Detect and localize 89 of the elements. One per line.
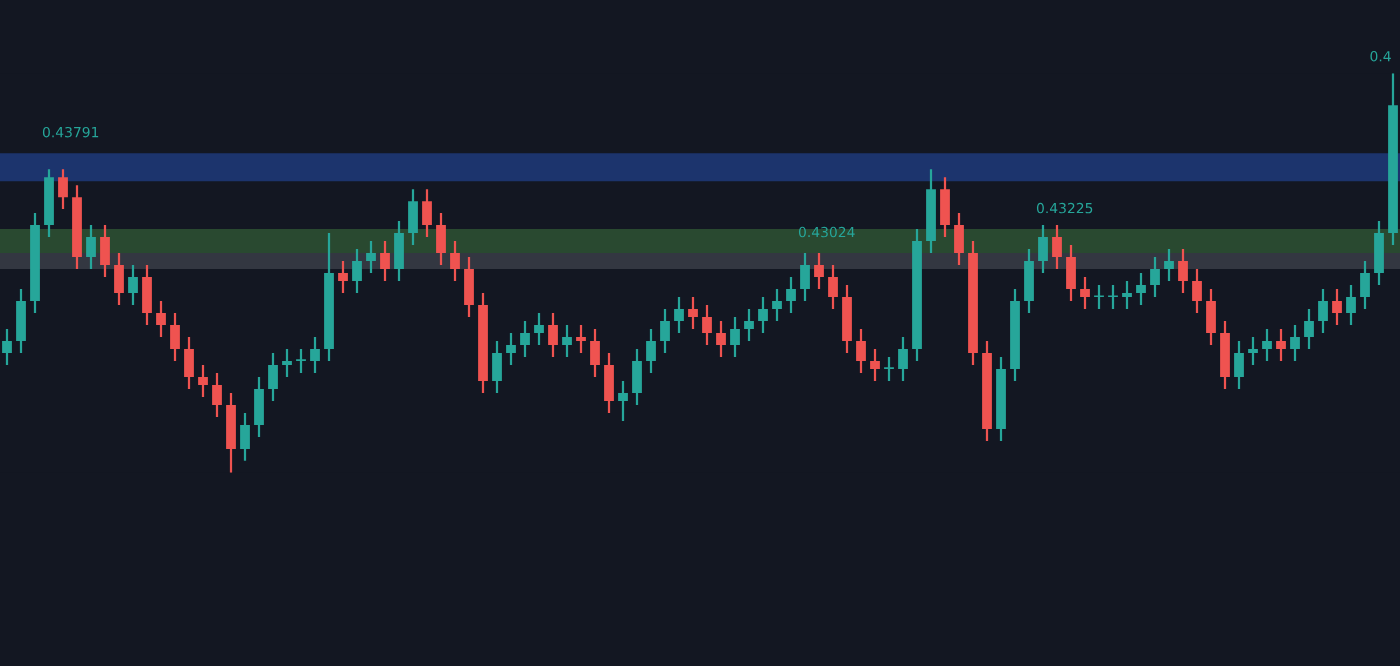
candlestick: [394, 220, 404, 283]
candlestick: [1122, 279, 1132, 311]
candlestick: [548, 311, 558, 359]
candlestick: [450, 239, 460, 283]
candlestick: [100, 224, 110, 279]
candlestick: [632, 347, 642, 407]
candlestick: [1304, 307, 1314, 351]
candlestick: [940, 176, 950, 239]
candlestick: [198, 363, 208, 399]
candlestick: [170, 311, 180, 363]
candlestick: [618, 379, 628, 423]
candlestick: [492, 339, 502, 395]
candlestick: [674, 295, 684, 335]
candlestick: [86, 224, 96, 271]
candlestick: [184, 335, 194, 391]
candlestick: [884, 355, 894, 383]
candlestick: [2, 327, 12, 367]
candlestick: [786, 275, 796, 315]
candlestick: [128, 263, 138, 307]
candlestick: [744, 307, 754, 343]
candlestick: [1080, 275, 1090, 311]
candlestick: [870, 347, 880, 383]
candlestick: [1206, 287, 1216, 347]
candlestick: [716, 319, 726, 359]
candlestick: [1024, 247, 1034, 315]
candlestick: [646, 327, 656, 375]
candlestick: [772, 287, 782, 323]
candlestick: [1360, 259, 1370, 311]
candlestick: [1052, 224, 1062, 271]
candlestick: [1220, 319, 1230, 391]
candlestick: [828, 263, 838, 311]
candlestick: [464, 255, 474, 319]
candlestick: [1234, 339, 1244, 391]
candlestick: [856, 327, 866, 375]
candlestick: [1108, 283, 1118, 311]
candlestick: [254, 375, 264, 439]
candlestick: [1318, 287, 1328, 335]
candlestick: [422, 188, 432, 239]
candlestick: [1290, 323, 1300, 363]
candlestick: [576, 323, 586, 355]
candlestick: [534, 311, 544, 347]
candlestick: [1332, 287, 1342, 327]
candlestick: [16, 287, 26, 355]
candlestick: [156, 299, 166, 339]
candlestick: [590, 327, 600, 379]
candlestick: [268, 351, 278, 403]
candlestick: [1192, 267, 1202, 315]
candlestick: [688, 295, 698, 331]
candlestick: [1374, 220, 1384, 287]
candlestick: [1150, 255, 1160, 299]
candlestick: [310, 335, 320, 375]
candlestick: [44, 168, 54, 239]
candlestick: [1276, 327, 1286, 363]
candlestick: [758, 295, 768, 335]
candlestick: [352, 247, 362, 295]
candlestick: [436, 212, 446, 267]
candlestick: [142, 263, 152, 327]
candlestick: [1164, 247, 1174, 283]
candlestick: [604, 351, 614, 415]
candlestick: [1248, 335, 1258, 367]
candlestick: [366, 239, 376, 275]
candlestick: [1066, 243, 1076, 303]
candlestick: [1178, 247, 1188, 295]
candlestick: [730, 315, 740, 359]
candlestick: [842, 283, 852, 355]
candlestick: [1038, 224, 1048, 275]
candlestick: [520, 319, 530, 359]
candlestick: [506, 331, 516, 367]
candlestick: [898, 335, 908, 383]
candlestick: [226, 391, 236, 473]
candlestick: [114, 251, 124, 307]
candlestick: [338, 259, 348, 295]
candlestick: [702, 303, 712, 347]
candlestick: [814, 251, 824, 291]
candlestick: [660, 307, 670, 355]
candlestick: [408, 188, 418, 247]
candlestick: [282, 347, 292, 379]
candlestick: [800, 251, 810, 303]
candlestick: [1346, 283, 1356, 327]
candlestick: [1262, 327, 1272, 363]
candlestick: [562, 323, 572, 359]
candlestick: [240, 411, 250, 462]
candlestick: [380, 239, 390, 283]
candlestick: [58, 168, 68, 211]
candlestick: [1094, 283, 1104, 311]
candlestick: [212, 371, 222, 419]
candlestick: [1136, 271, 1146, 307]
candlestick: [296, 347, 306, 375]
candlestick: [954, 212, 964, 267]
